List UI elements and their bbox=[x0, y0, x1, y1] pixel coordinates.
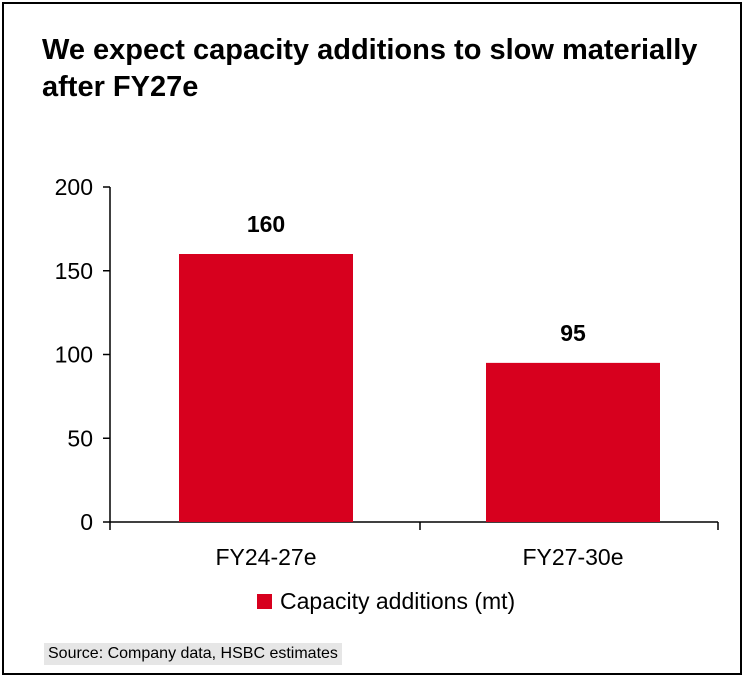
chart-frame: We expect capacity additions to slow mat… bbox=[2, 2, 742, 675]
y-tick-label-200: 200 bbox=[55, 174, 93, 200]
y-tick-label-100: 100 bbox=[55, 342, 93, 368]
y-tick-label-50: 50 bbox=[67, 425, 93, 451]
bar-fy27-30e bbox=[486, 362, 660, 522]
legend-swatch bbox=[257, 594, 272, 609]
data-label-fy24-27e: 160 bbox=[247, 211, 285, 237]
bar-fy24-27e bbox=[179, 254, 353, 522]
y-tick-label-150: 150 bbox=[55, 258, 93, 284]
x-tick-label-fy24-27e: FY24-27e bbox=[215, 544, 316, 570]
data-label-fy27-30e: 95 bbox=[560, 320, 586, 346]
y-tick-label-0: 0 bbox=[80, 509, 93, 535]
source-note: Source: Company data, HSBC estimates bbox=[44, 643, 342, 665]
chart-title: We expect capacity additions to slow mat… bbox=[42, 34, 698, 103]
x-tick-label-fy27-30e: FY27-30e bbox=[522, 544, 623, 570]
legend-label: Capacity additions (mt) bbox=[280, 588, 515, 614]
